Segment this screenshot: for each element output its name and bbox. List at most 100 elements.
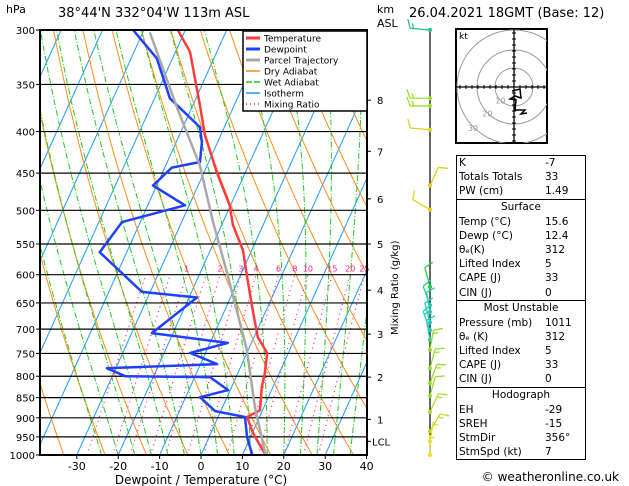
- index-row: Lifted Index 5: [457, 344, 585, 358]
- legend-label: Parcel Trajectory: [264, 57, 339, 67]
- mixing-ratio-line: [129, 274, 188, 455]
- index-row: Lifted Index 5: [457, 257, 585, 271]
- wind-barb: [428, 347, 445, 371]
- legend-label: Mixing Ratio: [264, 101, 320, 111]
- x-tick-label: -10: [151, 460, 169, 473]
- index-row: θₑ (K) 312: [457, 330, 585, 344]
- index-value: 15.6: [545, 215, 569, 228]
- mixing-ratio-label: 4: [254, 265, 259, 274]
- km-tick-label: LCL: [372, 437, 391, 448]
- index-row: EH -29: [457, 403, 585, 417]
- index-label: Totals Totals: [459, 171, 523, 184]
- index-label: CIN (J): [459, 373, 492, 386]
- isotherm-line: [76, 30, 269, 455]
- index-value: 12.4: [545, 229, 569, 242]
- y-tick-label: 800: [16, 372, 35, 383]
- y-tick-label: 400: [16, 128, 35, 139]
- index-label: Pressure (mb): [459, 316, 533, 329]
- mixing-ratio-label: 15: [327, 265, 337, 274]
- index-label: CAPE (J): [459, 359, 502, 372]
- wind-barb: [425, 315, 436, 343]
- asl-unit-label: ASL: [377, 17, 398, 30]
- wind-barb: [422, 279, 432, 308]
- y-tick-label: 300: [16, 26, 35, 37]
- index-row: θₑ(K) 312: [457, 243, 585, 257]
- dry-adiabat-line: [611, 30, 629, 455]
- wind-barb: [428, 375, 445, 398]
- isotherm-line: [40, 30, 228, 446]
- mixing-ratio-line: [226, 274, 280, 455]
- index-value: 33: [545, 272, 559, 285]
- wet-adiabat-line: [283, 30, 307, 455]
- mixing-ratio-line: [257, 274, 309, 455]
- wet-adiabat-line: [40, 107, 136, 455]
- datetime-title: 26.04.2021 18GMT (Base: 12): [409, 6, 605, 21]
- mixing-ratio-line: [186, 274, 242, 455]
- mixing-ratio-label: 6: [276, 265, 281, 274]
- wind-barb: [407, 118, 432, 132]
- wet-adiabat-line: [242, 30, 286, 455]
- series-line-dewpoint: [98, 30, 254, 455]
- mixing-ratio-line: [317, 274, 365, 455]
- index-value: -29: [545, 403, 563, 416]
- wet-adiabat-line: [349, 305, 367, 455]
- index-value: 1.49: [545, 185, 569, 198]
- indices-section-most-unstable: Most Unstable Pressure (mb) 1011 θₑ (K) 312 L…: [457, 299, 585, 387]
- km-tick-label: 5: [377, 240, 383, 251]
- mixing-ratio-axis-label: Mixing Ratio (g/kg): [390, 240, 401, 335]
- index-label: StmDir: [459, 432, 496, 444]
- index-value: -15: [545, 417, 563, 430]
- km-tick-label: 3: [377, 330, 383, 341]
- index-row: Totals Totals 33: [457, 170, 585, 184]
- y-tick-label: 550: [16, 240, 35, 251]
- legend-label: Wet Adiabat: [264, 79, 319, 89]
- y-tick-label: 500: [16, 206, 35, 217]
- section-title: Hodograph: [491, 388, 551, 401]
- index-row: PW (cm) 1.49: [457, 184, 585, 198]
- index-row: Pressure (mb) 1011: [457, 316, 585, 330]
- index-value: 312: [545, 330, 566, 343]
- section-title: Surface: [500, 200, 541, 213]
- index-value: 33: [545, 359, 559, 372]
- index-label: Lifted Index: [459, 258, 521, 271]
- isotherm-line: [283, 268, 367, 455]
- index-row: Temp (°C) 15.6: [457, 215, 585, 229]
- isotherm-line: [40, 30, 145, 263]
- mixing-ratio-line: [164, 274, 221, 455]
- location-title: 38°44'N 332°04'W 113m ASL: [58, 6, 250, 21]
- wind-barb: [428, 393, 448, 414]
- wind-barb: [406, 96, 432, 108]
- index-row: CIN (J) 0: [457, 286, 585, 300]
- y-tick-label: 450: [16, 169, 35, 180]
- index-row: SREH -15: [457, 417, 585, 431]
- mixing-ratio-line: [202, 274, 257, 455]
- hodograph-unit: kt: [459, 32, 468, 42]
- x-axis-label: Dewpoint / Temperature (°C): [115, 473, 287, 486]
- wind-barb: [406, 89, 432, 101]
- y-tick-label: 750: [16, 349, 35, 360]
- y-tick-label: 650: [16, 299, 35, 310]
- mixing-ratio-line: [149, 274, 207, 455]
- index-value: 5: [545, 258, 552, 271]
- wind-barb: [428, 413, 450, 434]
- wind-barb: [428, 435, 436, 457]
- legend-label: Dry Adiabat: [264, 68, 318, 78]
- series-line-temperature: [176, 30, 269, 455]
- indices-table: K -7 Totals Totals 33 PW (cm) 1.49 Surface Temp…: [456, 155, 586, 461]
- dry-adiabat-line: [582, 30, 629, 455]
- index-row: CAPE (J) 33: [457, 271, 585, 285]
- km-tick-label: 4: [377, 286, 383, 297]
- mixing-ratio-line: [86, 274, 147, 455]
- index-value: 33: [545, 171, 559, 184]
- wet-adiabat-line: [40, 30, 152, 455]
- wet-adiabat-line: [203, 30, 268, 455]
- x-tick-label: -30: [68, 460, 86, 473]
- index-value: -7: [545, 157, 556, 169]
- pressure-unit-label: hPa: [6, 3, 26, 16]
- copyright-footer: © weatheronline.co.uk: [481, 470, 619, 484]
- x-tick-label: 40: [360, 460, 374, 473]
- index-label: CAPE (J): [459, 272, 502, 285]
- wet-adiabat-line: [333, 30, 364, 455]
- hodograph-ring-label: 30: [468, 124, 478, 133]
